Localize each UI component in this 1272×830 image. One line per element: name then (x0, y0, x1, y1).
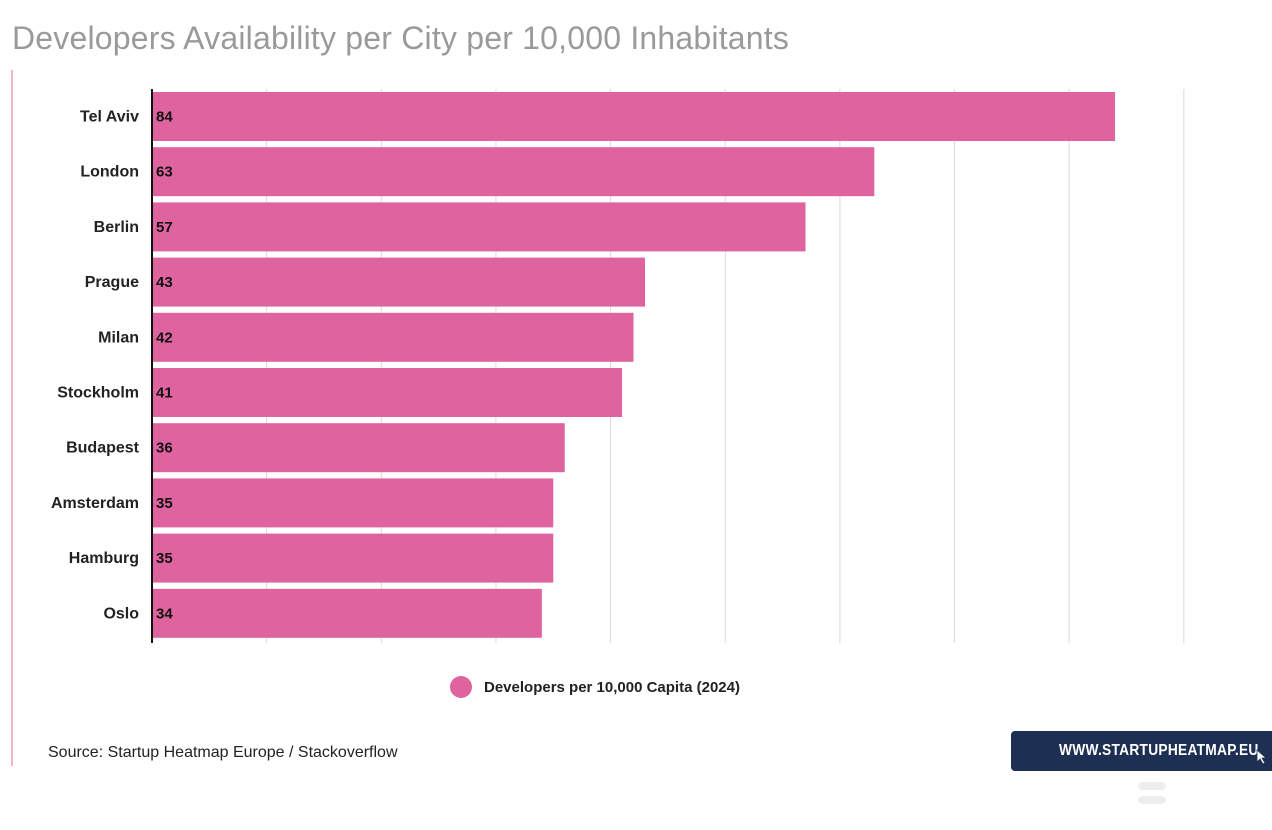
bar (152, 92, 1116, 141)
category-label: London (80, 164, 139, 181)
bar (152, 202, 806, 252)
data-label: 35 (156, 550, 173, 567)
data-label: 35 (156, 495, 173, 512)
category-label: Milan (98, 329, 139, 346)
data-label: 43 (156, 274, 173, 291)
category-label: Tel Aviv (80, 109, 139, 126)
category-label: Prague (85, 274, 139, 291)
bar (152, 533, 554, 583)
legend-label: Developers per 10,000 Capita (2024) (484, 678, 740, 696)
category-label: Stockholm (57, 385, 139, 402)
legend-swatch (450, 676, 472, 698)
data-label: 36 (156, 440, 173, 457)
bar (152, 257, 645, 307)
data-label: 42 (156, 329, 173, 346)
bar (152, 147, 875, 197)
category-label: Berlin (94, 219, 139, 236)
brand-badge-link[interactable]: WWW.STARTUPHEATMAP.EU (1011, 731, 1272, 771)
source-note: Source: Startup Heatmap Europe / Stackov… (48, 744, 398, 761)
data-label: 41 (156, 385, 173, 402)
accent-line (11, 70, 13, 766)
chart-title: Developers Availability per City per 10,… (12, 20, 790, 56)
bar (152, 312, 634, 362)
bar (152, 588, 542, 638)
category-label: Budapest (66, 440, 140, 457)
bar (152, 478, 554, 528)
data-label: 34 (156, 605, 173, 622)
category-label: Hamburg (69, 550, 139, 567)
bar-chart: Tel Aviv 84 London 63 Berlin 57 Prague 43 Milan 4… (51, 89, 1185, 643)
category-label: Amsterdam (51, 495, 139, 512)
cursor-arrow-icon (1256, 749, 1268, 765)
scroll-hint (1138, 782, 1166, 810)
bar (152, 423, 565, 473)
bar (152, 368, 623, 417)
data-label: 57 (156, 219, 173, 236)
data-label: 63 (156, 164, 173, 181)
brand-text: WWW.STARTUPHEATMAP.EU (1059, 742, 1259, 759)
data-label: 84 (156, 109, 173, 126)
chart-legend: Developers per 10,000 Capita (2024) (450, 676, 740, 698)
category-label: Oslo (103, 605, 139, 622)
